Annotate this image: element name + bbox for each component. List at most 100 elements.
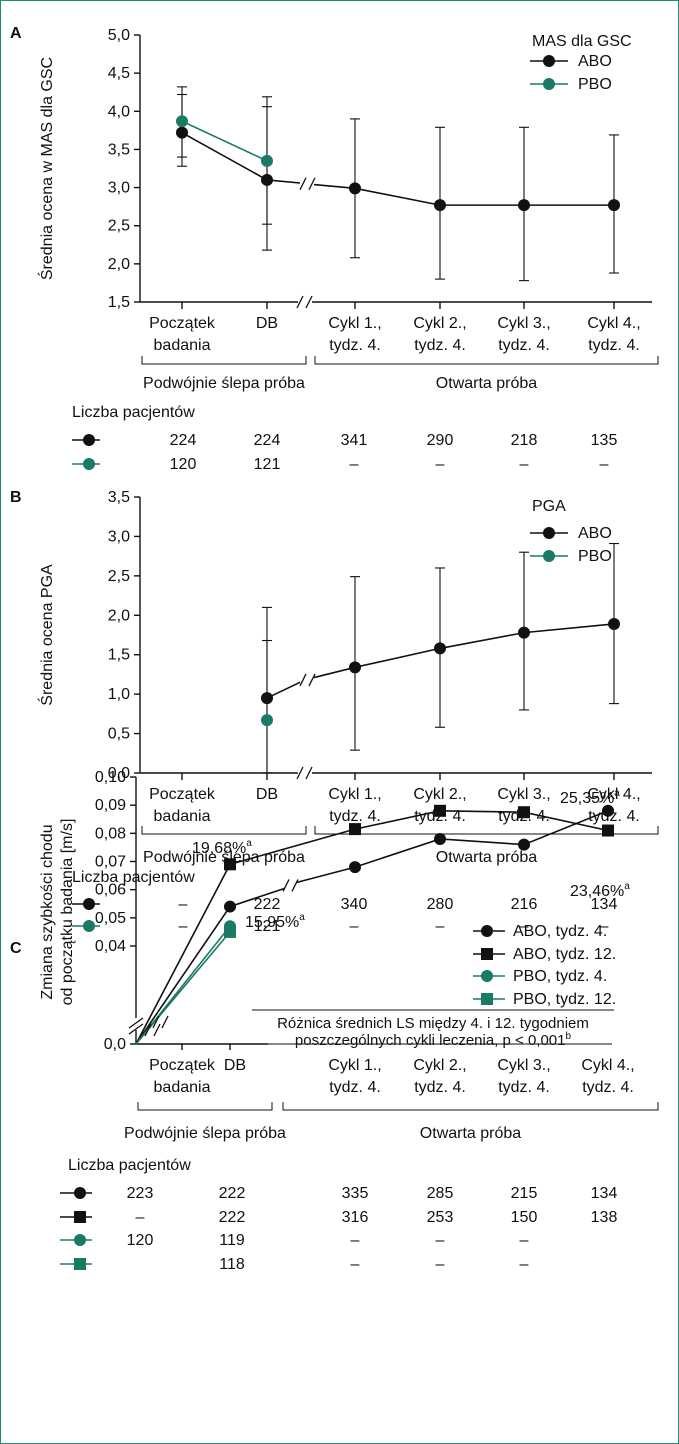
panel-b-ytick-label: 3,5 [108, 489, 130, 506]
panel-c-abo4-point [349, 861, 361, 874]
panel-c-annot-abo4-c4-sup: a [614, 788, 620, 799]
panel-b-count-pbo: – [350, 918, 359, 935]
panel-c-count-3: 118 [219, 1256, 245, 1273]
panel-c-ytick-label: 0,0 [104, 1036, 126, 1053]
panel-a-count-pbo: – [436, 456, 445, 473]
panel-a-ylabel: Średnia ocena w MAS dla GSC [37, 57, 56, 280]
panel-c-line-break [282, 879, 299, 892]
panel-a-xtick-5: Cykl 4., [587, 315, 640, 332]
panel-c-ytick-label: 0,07 [95, 854, 126, 871]
panel-c-annot-abo12-db: 19,68%a [192, 838, 252, 857]
panel-c-xtick-4: Cykl 3., [497, 1057, 550, 1074]
panel-a-xtick-3: Cykl 2., [413, 315, 466, 332]
panel-a-abo-point [176, 126, 188, 139]
panel-a-letter: A [10, 25, 22, 42]
panel-c-abo4-point [434, 832, 446, 845]
panel-b-count-abo: 134 [591, 896, 618, 913]
panel-c-annot-abo12-db-sup: a [246, 838, 252, 849]
panel-b-count-pbo: – [436, 918, 445, 935]
panel-b-count-pbo: 121 [254, 918, 281, 935]
panel-c-count-key-marker [74, 1258, 86, 1270]
panel-a-count-abo: 224 [254, 432, 281, 449]
panel-c-count-1: 253 [427, 1209, 454, 1226]
panel-a-count-abo: 341 [341, 432, 368, 449]
panel-a-pbo-point [261, 154, 273, 167]
panel-c-pbo12-line [135, 931, 231, 1045]
panel-a-count-pbo: – [520, 456, 529, 473]
panel-c-pbo12-point [224, 925, 236, 938]
panel-a-xtick-5b: tydz. 4. [588, 337, 640, 354]
panel-b-xtick-2: Cykl 1., [328, 786, 381, 803]
panel-c-count-2: – [351, 1232, 360, 1249]
panel-a-abo-point [434, 199, 446, 212]
panel-c-count-1: 150 [511, 1209, 538, 1226]
panel-b-count-abo-marker [83, 898, 95, 910]
panel-a-count-pbo: – [600, 456, 609, 473]
panel-c-ylabel-2: od początku badania [m/s] [59, 819, 76, 1006]
panel-c-legend-3: PBO, tydz. 12. [513, 991, 616, 1008]
panel-c-count-2: – [436, 1232, 445, 1249]
panel-b-bracket-open [314, 826, 659, 835]
panel-a-legend-pbo-marker [543, 78, 555, 90]
panel-b-ytick-label: 0,5 [108, 726, 130, 743]
panel-c-note-2: poszczególnych cykli leczenia, p < 0,001… [295, 1031, 572, 1049]
panel-c-abo12-point [602, 824, 614, 837]
panel-c-counts-title: Liczba pacjentów [68, 1157, 191, 1174]
panel-b-abo-point [434, 642, 446, 655]
panel-b-xtick-5b: tydz. 4. [588, 808, 640, 825]
panel-a-group-blind: Podwójnie ślepa próba [143, 375, 305, 392]
panel-b-abo-point [261, 692, 273, 705]
panel-b-count-abo: 340 [341, 896, 368, 913]
panel-c-ytick-label: 0,05 [95, 910, 126, 927]
panel-c-count-key-marker [74, 1187, 86, 1199]
panel-a-legend-abo: ABO [578, 53, 612, 70]
panel-a-xtick-3b: tydz. 4. [414, 337, 466, 354]
panel-a-count-abo-marker [83, 434, 95, 446]
panel-c-count-3: – [520, 1256, 529, 1273]
panel-b-xtick-4: Cykl 3., [497, 786, 550, 803]
panel-c-count-1: 222 [219, 1209, 246, 1226]
panel-c-ytick-label: 0,04 [95, 938, 126, 955]
panel-c-group-open: Otwarta próba [420, 1125, 521, 1142]
panel-b-ylabel: Średnia ocena PGA [37, 564, 56, 706]
panel-b-abo-point [608, 617, 620, 630]
panel-c-count-0: 335 [342, 1185, 369, 1202]
panel-c-count-0: 285 [427, 1185, 454, 1202]
panel-b-legend-abo-marker [543, 527, 555, 539]
panel-a-abo-point [261, 173, 273, 186]
panel-b-ytick-label: 3,0 [108, 528, 130, 545]
panel-a-abo-line [181, 131, 301, 184]
panel-c-abo4-point [518, 838, 530, 851]
panel-c-note-1: Różnica średnich LS między 4. i 12. tygo… [277, 1015, 589, 1032]
panel-b-count-abo: – [179, 896, 188, 913]
panel-c-xtick-5b: tydz. 4. [582, 1079, 634, 1096]
panel-c-note-sup: b [566, 1031, 572, 1042]
panel-a-axis-break [296, 295, 313, 309]
panel-c-xtick-0: Początek [149, 1057, 216, 1074]
panel-a-count-pbo: – [350, 456, 359, 473]
panel-a-count-abo: 135 [591, 432, 618, 449]
panel-c-abo12-point [434, 804, 446, 817]
panel-a-legend-title: MAS dla GSC [532, 33, 632, 50]
panel-a-count-abo: 224 [170, 432, 197, 449]
panel-a-xtick-1: DB [256, 315, 278, 332]
panel-a-xtick-4: Cykl 3., [497, 315, 550, 332]
panel-b-xtick-5: Cykl 4., [587, 786, 640, 803]
panel-c-legend-2: PBO, tydz. 4. [513, 968, 607, 985]
panel-a-ytick-label: 2,5 [108, 218, 130, 235]
panel-b-group-open: Otwarta próba [436, 849, 537, 866]
panel-a-pbo-line [181, 120, 268, 162]
panel-c-group-blind: Podwójnie ślepa próba [124, 1125, 286, 1142]
panel-b-xtick-0: Początek [149, 786, 216, 803]
panel-a-xtick-0b: badania [154, 337, 211, 354]
panel-b-count-abo: 280 [427, 896, 454, 913]
panel-a-ytick-label: 3,0 [108, 180, 130, 197]
panel-a-xtick-0: Początek [149, 315, 216, 332]
panel-a-xtick-2b: tydz. 4. [329, 337, 381, 354]
panel-a-group-open: Otwarta próba [436, 375, 537, 392]
panel-a-count-pbo: 121 [254, 456, 281, 473]
panel-b-group-blind: Podwójnie ślepa próba [143, 849, 305, 866]
panel-b-legend-pbo-marker [543, 550, 555, 562]
panel-c-annot-abo4-db: 15,95%a [245, 912, 305, 931]
